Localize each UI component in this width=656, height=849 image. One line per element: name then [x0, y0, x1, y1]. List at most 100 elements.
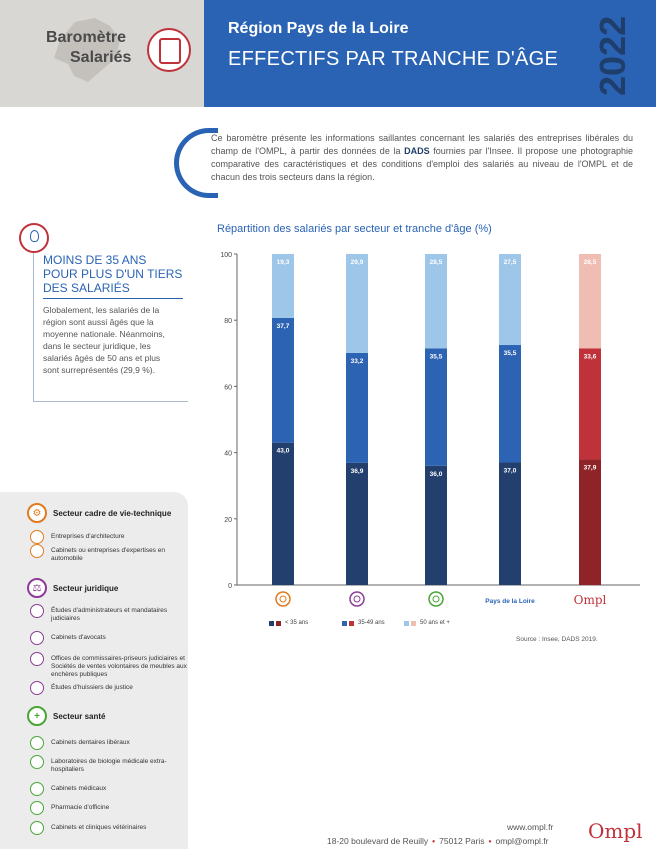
data-label: 29,9 [351, 259, 364, 266]
cross-icon-inner [432, 595, 440, 603]
data-label: 37,7 [277, 323, 290, 330]
region-title: Région Pays de la Loire [228, 20, 409, 37]
intro-part1: Ce baromètre présente les informations s… [211, 133, 633, 156]
legend-label: 50 ans et + [420, 620, 450, 626]
data-label: 33,6 [584, 353, 597, 360]
sector-item-label: Cabinets ou entreprises d'expertises en … [51, 547, 165, 562]
sector-title: Secteur cadre de vie-technique [53, 508, 172, 518]
brand-line1: Baromètre [46, 29, 127, 46]
legend-item: 50 ans et + [404, 620, 450, 626]
y-tick-label: 20 [224, 517, 232, 524]
data-label: 28,5 [430, 259, 443, 266]
y-tick-label: 80 [224, 318, 232, 325]
cross-icon: + [27, 706, 47, 726]
compass-gear-icon-inner [279, 595, 287, 603]
sector-heading: ⚙ Secteur cadre de vie-technique [27, 503, 171, 523]
flask-icon [30, 755, 44, 769]
sector-item-label: Entreprises d'architecture [51, 533, 125, 540]
sector-item-label: Cabinets et cliniques vétérinaires [51, 824, 147, 831]
bar-segment [425, 348, 447, 466]
sector-item: Offices de commissaires-priseurs judicia… [30, 652, 196, 679]
car-expertise-icon [30, 544, 44, 558]
bar-segment [425, 465, 447, 585]
bailiff-icon [30, 681, 44, 695]
legend-swatch [404, 620, 409, 626]
y-tick-label: 60 [224, 384, 232, 391]
pharmacy-icon [30, 801, 44, 815]
bar-segment [346, 352, 368, 463]
y-tick-label: 40 [224, 451, 232, 458]
data-label: 37,0 [504, 468, 517, 475]
sector-item-label: Cabinets dentaires libéraux [51, 739, 130, 746]
sector-item: Laboratoires de biologie médicale extra-… [30, 755, 196, 774]
sector-item: Cabinets dentaires libéraux [30, 736, 196, 750]
intro-text: Ce baromètre présente les informations s… [211, 132, 633, 184]
sector-item-label: Études d'huissiers de justice [51, 684, 133, 691]
brand-line2: Salariés [70, 49, 132, 66]
intro-dads: DADS [404, 146, 430, 156]
chart-title: Répartition des salariés par secteur et … [217, 223, 492, 235]
barometre-emblem-icon [147, 28, 191, 72]
sector-item: Études d'huissiers de justice [30, 681, 196, 695]
ompl-logo: Ompl [588, 819, 643, 843]
sector-item: Entreprises d'architecture [30, 530, 196, 544]
gavel-icon [30, 652, 44, 666]
scales-icon [349, 591, 365, 607]
highlight-frame [33, 237, 188, 402]
compass-gear-icon [275, 591, 291, 607]
data-label: 37,9 [584, 465, 597, 472]
sector-item-label: Cabinets médicaux [51, 785, 107, 792]
highlight-title: MOINS DE 35 ANS POUR PLUS D'UN TIERS DES… [43, 253, 183, 295]
footer-dot-2: • [488, 836, 492, 846]
legend-item: 35-49 ans [342, 620, 385, 626]
sector-item: Cabinets médicaux [30, 782, 196, 796]
legend-swatch-highlight [276, 620, 281, 626]
sector-item-label: Laboratoires de biologie médicale extra-… [51, 758, 167, 773]
intro-arc-decoration [174, 128, 218, 198]
sector-item-label: Offices de commissaires-priseurs judicia… [51, 655, 187, 678]
page-title: EFFECTIFS PAR TRANCHE D'ÂGE [228, 48, 559, 70]
footer-dot-1: • [432, 836, 436, 846]
bar-segment [579, 254, 601, 349]
data-label: 36,9 [351, 468, 364, 475]
bar-segment [272, 254, 294, 318]
footer-website[interactable]: www.ompl.fr [507, 822, 554, 832]
cross-icon [428, 591, 444, 607]
region-map-icon [54, 18, 120, 82]
balance-icon [30, 604, 44, 618]
data-label: 19,3 [277, 259, 290, 266]
sector-heading: ⚖ Secteur juridique [27, 578, 118, 598]
legend-label: 35-49 ans [358, 620, 385, 626]
lawyer-icon [30, 631, 44, 645]
sector-item-label: Études d'administrateurs et mandataires … [51, 607, 168, 622]
bar-segment [346, 254, 368, 353]
sector-item: Pharmacie d'officine [30, 801, 196, 815]
scales-icon: ⚖ [27, 578, 47, 598]
data-label: 27,5 [504, 259, 517, 266]
bar-segment [272, 442, 294, 585]
sector-title: Secteur juridique [53, 583, 119, 593]
sector-item-label: Pharmacie d'officine [51, 804, 110, 811]
header-band [204, 0, 656, 107]
legend-swatch-highlight [411, 620, 416, 626]
bar-segment [272, 317, 294, 443]
data-label: 33,2 [351, 358, 364, 365]
legend-item: < 35 ans [269, 620, 308, 626]
legend-label: < 35 ans [285, 620, 309, 626]
data-label: 36,0 [430, 471, 443, 478]
footer-email[interactable]: ompl@ompl.fr [495, 836, 549, 846]
sector-item: Cabinets ou entreprises d'expertises en … [30, 544, 196, 563]
footer-street: 18-20 boulevard de Reuilly [327, 836, 429, 846]
scales-icon-inner [353, 595, 361, 603]
legend-swatch-highlight [349, 620, 354, 626]
data-label: 28,5 [584, 259, 597, 266]
bar-segment [579, 459, 601, 585]
ompl-logo: Ompl [574, 593, 607, 607]
sector-item: Cabinets et cliniques vétérinaires [30, 821, 196, 835]
y-tick-label: 0 [228, 583, 232, 590]
barometre-brand: Baromètre Salariés [46, 28, 131, 68]
data-label: 35,5 [504, 350, 517, 357]
tooth-icon [30, 736, 44, 750]
y-tick-label: 100 [220, 252, 232, 259]
sector-item-label: Cabinets d'avocats [51, 634, 106, 641]
